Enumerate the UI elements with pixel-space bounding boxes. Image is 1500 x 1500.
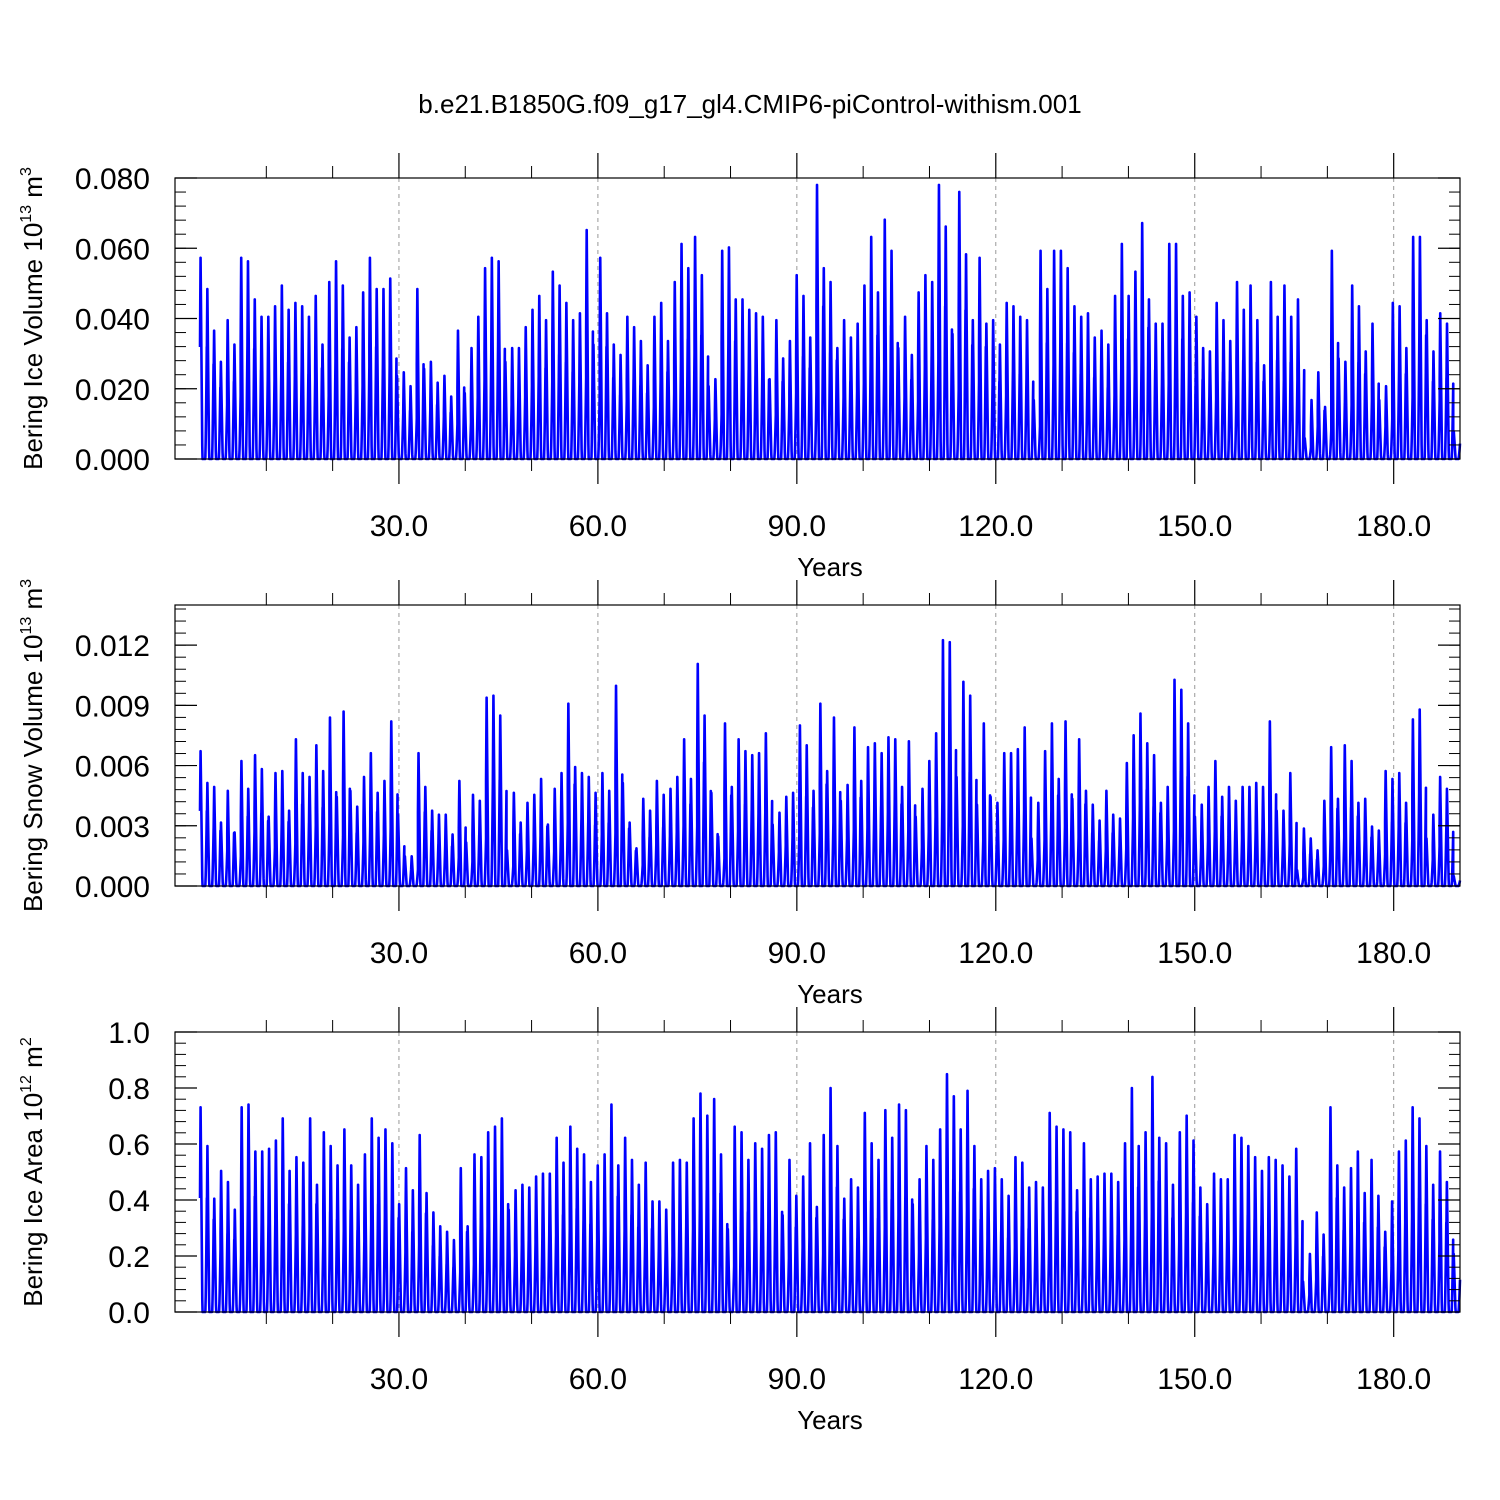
plot-frame (174, 604, 1461, 887)
y-tick-label: 0.6 (108, 1129, 150, 1162)
panel-snow-volume: 0.000 0.003 0.006 0.009 0.012 30.0 60.0 90.0 120… (18, 579, 1462, 1009)
y-tick-label: 0.009 (75, 690, 150, 723)
x-tick-label: 180.0 (1356, 510, 1431, 543)
x-tick-label: 180.0 (1356, 937, 1431, 970)
x-tick-label: 60.0 (569, 937, 627, 970)
y-tick-label: 0.080 (75, 163, 150, 196)
x-tick-label: 120.0 (958, 937, 1033, 970)
panel-ice-volume: 0.000 0.020 0.040 0.060 0.080 30.0 60.0 90.0 120… (18, 153, 1462, 582)
y-tick-label: 0.006 (75, 751, 150, 784)
y-tick-label: 0.000 (75, 871, 150, 904)
x-tick-label: 30.0 (370, 937, 428, 970)
x-axis-label: Years (797, 979, 863, 1009)
x-tick-label: 30.0 (370, 510, 428, 543)
y-axis-label: Bering Ice Area 1012 m2 (18, 1037, 48, 1307)
x-tick-label: 120.0 (958, 1363, 1033, 1396)
plot-frame (174, 1031, 1461, 1313)
x-tick-label: 150.0 (1157, 510, 1232, 543)
y-tick-label: 0.4 (108, 1185, 150, 1218)
x-tick-label: 150.0 (1157, 1363, 1232, 1396)
x-tick-label: 30.0 (370, 1363, 428, 1396)
y-tick-label: 0.060 (75, 233, 150, 266)
y-tick-label: 0.040 (75, 304, 150, 337)
series-line-ice-volume (198, 183, 1462, 461)
x-tick-label: 90.0 (768, 937, 826, 970)
x-axis-label: Years (797, 1405, 863, 1435)
figure-title: b.e21.B1850G.f09_g17_gl4.CMIP6-piControl… (418, 89, 1081, 119)
y-axis-label: Bering Ice Volume 1013 m3 (18, 167, 48, 470)
y-tick-label: 0.8 (108, 1073, 150, 1106)
panel-ice-area: 0.0 0.2 0.4 0.6 0.8 1.0 30.0 60.0 90.0 120.0 150.0… (18, 1007, 1462, 1435)
y-tick-label: 0.003 (75, 811, 150, 844)
panels: 0.000 0.020 0.040 0.060 0.080 30.0 60.0 90.0 120… (18, 153, 1462, 1435)
x-tick-label: 180.0 (1356, 1363, 1431, 1396)
y-tick-label: 0.2 (108, 1241, 150, 1274)
y-tick-label: 1.0 (108, 1017, 150, 1050)
x-tick-label: 60.0 (569, 1363, 627, 1396)
x-tick-label: 150.0 (1157, 937, 1232, 970)
y-tick-label: 0.0 (108, 1297, 150, 1330)
y-tick-label: 0.000 (75, 444, 150, 477)
x-tick-label: 90.0 (768, 1363, 826, 1396)
y-tick-label: 0.020 (75, 374, 150, 407)
x-tick-label: 60.0 (569, 510, 627, 543)
x-axis-label: Years (797, 552, 863, 582)
y-axis-label: Bering Snow Volume 1013 m3 (18, 579, 48, 912)
x-tick-label: 120.0 (958, 510, 1033, 543)
x-tick-label: 90.0 (768, 510, 826, 543)
y-tick-label: 0.012 (75, 630, 150, 663)
